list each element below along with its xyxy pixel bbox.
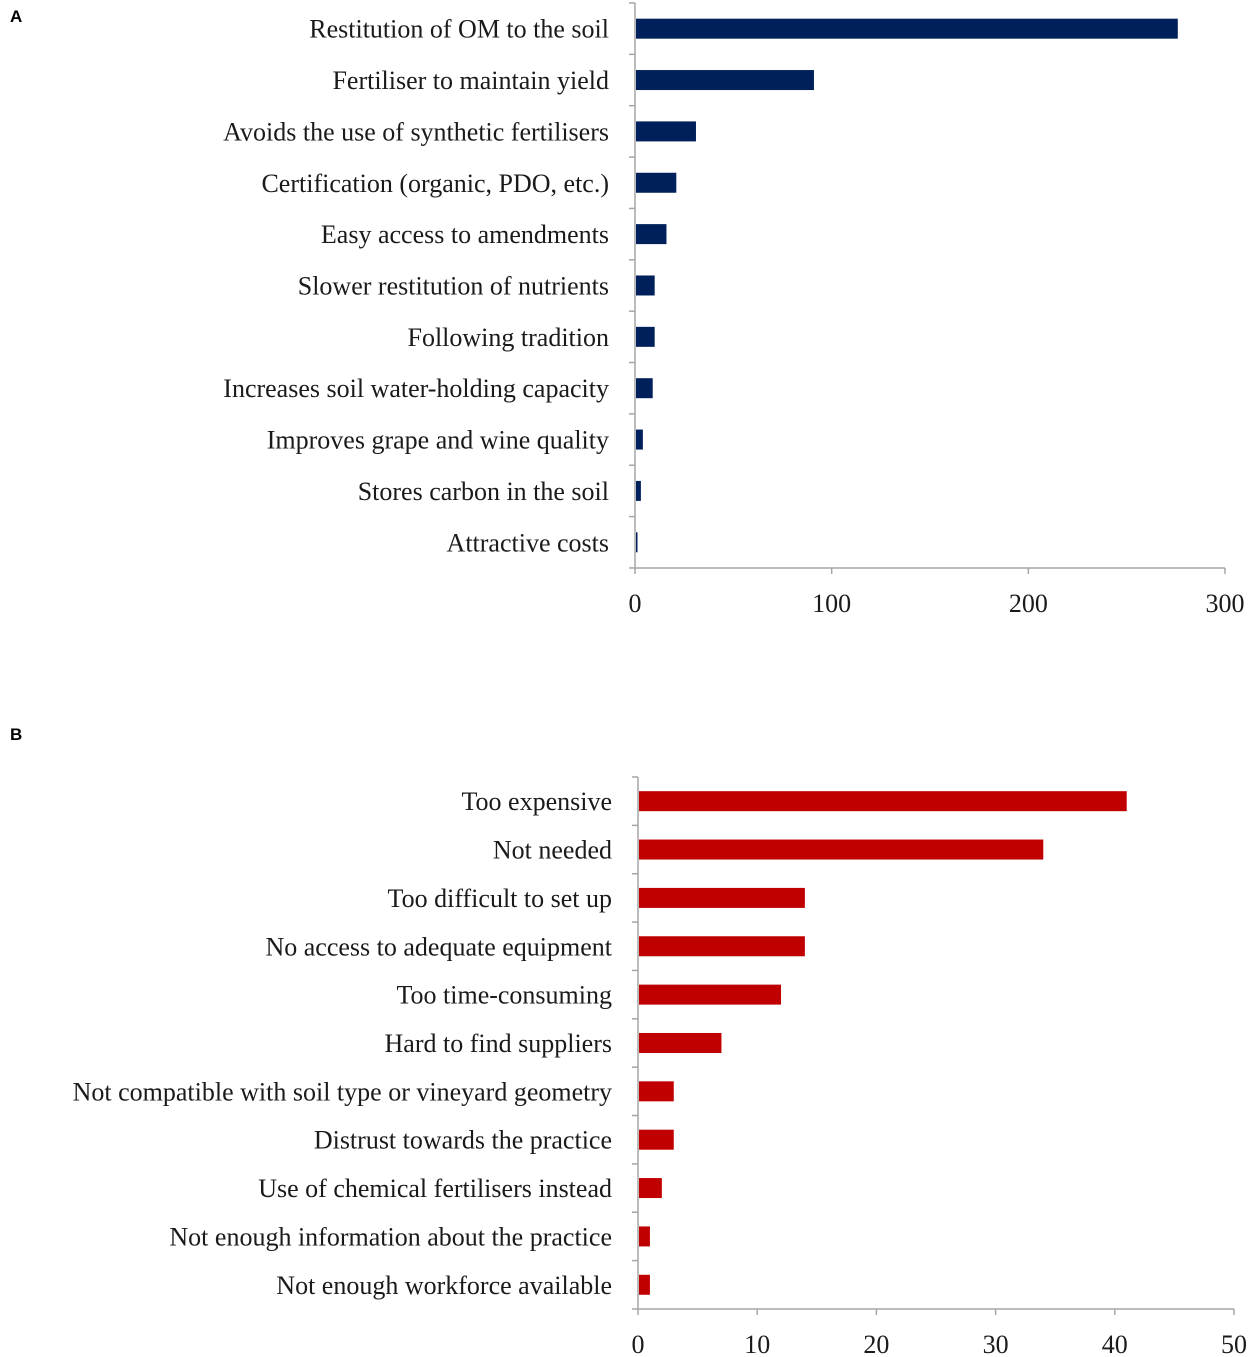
panel-a-category-label: Easy access to amendments xyxy=(321,220,609,249)
panel-b-category-label: Too time-consuming xyxy=(396,981,612,1010)
panel-b-x-tick-label: 20 xyxy=(863,1330,889,1357)
panel-b-bar xyxy=(639,839,1044,860)
panel-b-category-label: Not needed xyxy=(493,836,612,865)
panel-a-chart: Restitution of OM to the soil Fertiliser … xyxy=(223,2,1245,618)
panel-b-category-label: Distrust towards the practice xyxy=(314,1126,612,1155)
panel-a-bar xyxy=(636,121,696,142)
panel-b-category-label: Too expensive xyxy=(461,787,612,816)
panel-a-bar xyxy=(636,429,643,450)
panel-a-bar xyxy=(636,326,655,347)
panel-a-bar xyxy=(636,275,655,296)
panel-b-x-tick-label: 50 xyxy=(1221,1330,1247,1357)
panel-a-bar xyxy=(636,172,677,193)
panel-a-category-label: Improves grape and wine quality xyxy=(267,426,609,455)
panel-b-category-label: Use of chemical fertilisers instead xyxy=(258,1174,612,1203)
panel-b-x-tick-label: 0 xyxy=(632,1330,645,1357)
panel-a-bar xyxy=(636,224,667,245)
panel-a-category-label: Fertiliser to maintain yield xyxy=(332,66,609,95)
panel-b-category-label: Not enough workforce available xyxy=(276,1271,612,1300)
panel-b-bar xyxy=(639,1032,722,1053)
panel-b-category-label: Not enough information about the practic… xyxy=(169,1222,612,1251)
panel-a-x-tick-label: 100 xyxy=(812,589,851,618)
panel-a-letter: A xyxy=(10,7,22,26)
panel-b-x-tick-label: 30 xyxy=(983,1330,1009,1357)
panel-b-x-tick-label: 40 xyxy=(1102,1330,1128,1357)
panel-a-category-label: Avoids the use of synthetic fertilisers xyxy=(223,117,609,146)
panel-a-bar xyxy=(636,18,1178,39)
panel-b-category-label: Not compatible with soil type or vineyar… xyxy=(73,1077,612,1106)
panel-b-bar xyxy=(639,984,782,1005)
panel-a-bar xyxy=(636,70,814,91)
panel-b-category-label: Too difficult to set up xyxy=(388,884,612,913)
panel-a-category-label: Slower restitution of nutrients xyxy=(298,271,609,300)
panel-b-x-tick-label: 10 xyxy=(744,1330,770,1357)
panel-a-category-label: Certification (organic, PDO, etc.) xyxy=(261,169,609,198)
panel-b-category-label: Hard to find suppliers xyxy=(385,1029,612,1058)
panel-a-category-label: Increases soil water-holding capacity xyxy=(223,374,609,403)
panel-a-x-tick-label: 0 xyxy=(629,589,642,618)
panel-b-bar xyxy=(639,791,1127,812)
panel-b-bar xyxy=(639,1081,674,1102)
panel-a-bar xyxy=(636,378,653,399)
panel-b-category-label: No access to adequate equipment xyxy=(265,932,612,961)
panel-b-bar xyxy=(639,1274,650,1295)
panel-a-x-tick-label: 200 xyxy=(1009,589,1048,618)
panel-b-bar xyxy=(639,936,805,957)
panel-b-bar xyxy=(639,1129,674,1150)
panel-a-category-label: Attractive costs xyxy=(447,528,609,557)
panel-b-bar xyxy=(639,887,805,908)
panel-b-chart: Too expensive Not needed Too difficult to … xyxy=(73,776,1247,1357)
panel-a-bar xyxy=(636,480,641,501)
panel-a-category-label: Restitution of OM to the soil xyxy=(309,15,609,44)
panel-a-category-label: Stores carbon in the soil xyxy=(358,477,609,506)
panel-b-letter: B xyxy=(10,725,22,744)
panel-a-category-label: Following tradition xyxy=(408,323,610,352)
panel-a-bar xyxy=(636,532,638,553)
panel-a-x-tick-label: 300 xyxy=(1206,589,1245,618)
panel-b-bar xyxy=(639,1226,650,1247)
panel-b-bar xyxy=(639,1178,662,1199)
